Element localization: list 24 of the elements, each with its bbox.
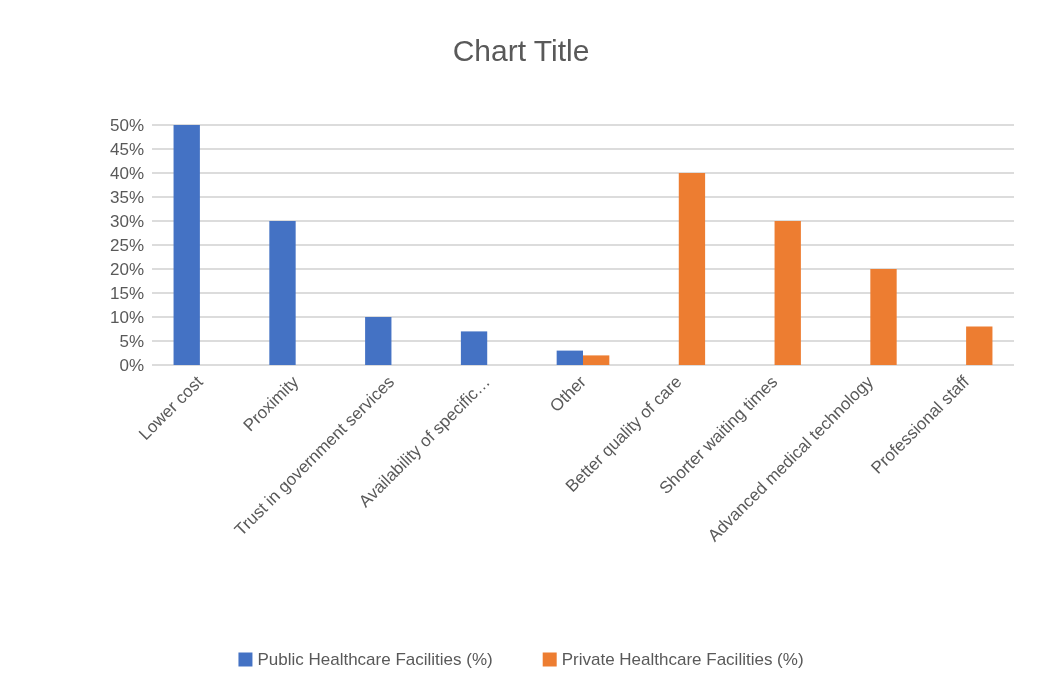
bar xyxy=(269,221,296,365)
bar xyxy=(583,355,610,365)
y-tick-label: 35% xyxy=(109,187,144,207)
bar xyxy=(678,173,706,365)
bar xyxy=(173,125,200,365)
y-tick-label: 15% xyxy=(109,283,144,303)
bar xyxy=(556,350,583,365)
chart-title: Chart Title xyxy=(452,33,590,67)
y-tick-label: 40% xyxy=(109,163,144,183)
bar xyxy=(870,269,897,365)
legend-label: Public Healthcare Facilities (%) xyxy=(257,650,493,669)
y-tick-label: 50% xyxy=(109,115,144,135)
y-tick-label: 10% xyxy=(109,307,144,327)
y-tick-label: 25% xyxy=(109,235,144,255)
y-tick-label: 45% xyxy=(109,139,144,159)
y-tick-label: 0% xyxy=(119,355,144,375)
bar xyxy=(460,331,488,365)
y-tick-label: 20% xyxy=(109,259,144,279)
y-tick-label: 5% xyxy=(119,331,144,351)
legend-label: Private Healthcare Facilities (%) xyxy=(561,650,804,669)
y-tick-label: 30% xyxy=(109,211,144,231)
bar xyxy=(966,326,993,365)
bar xyxy=(365,317,392,365)
bar xyxy=(774,221,801,365)
